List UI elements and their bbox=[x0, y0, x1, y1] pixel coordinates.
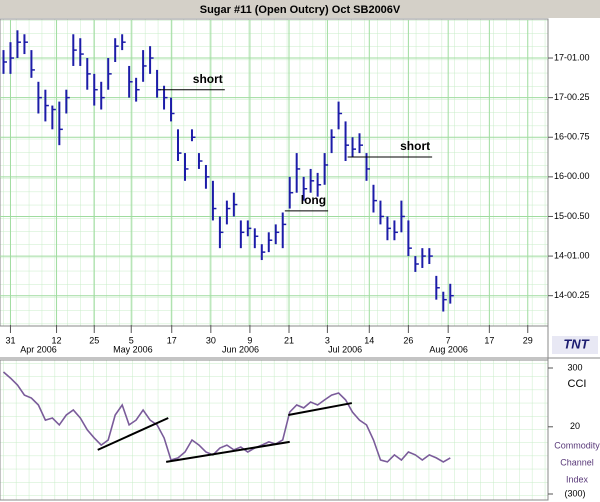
x-tick-label: 14 bbox=[364, 335, 374, 345]
month-label: Aug 2006 bbox=[429, 344, 468, 354]
trendline bbox=[288, 402, 353, 417]
cci-tick-label: 20 bbox=[570, 421, 580, 431]
cci-description: Channel bbox=[560, 457, 594, 467]
y-tick-label: 17-01.00 bbox=[554, 52, 590, 62]
x-tick-label: 30 bbox=[206, 335, 216, 345]
x-tick-label: 5 bbox=[129, 335, 134, 345]
x-tick-label: 29 bbox=[523, 335, 533, 345]
cci-label: CCI bbox=[568, 378, 587, 390]
title-bar bbox=[0, 0, 600, 18]
logo-text: TNT bbox=[563, 336, 589, 351]
chart-title: Sugar #11 (Open Outcry) Oct SB2006V bbox=[200, 4, 401, 16]
trendline bbox=[165, 440, 290, 463]
y-tick-label: 16-00.75 bbox=[554, 132, 590, 142]
trendline bbox=[97, 417, 169, 451]
cci-description: Index bbox=[566, 474, 589, 484]
cci-description: Commodity bbox=[554, 440, 600, 450]
cci-tick-label: (300) bbox=[564, 488, 585, 498]
y-tick-label: 15-00.50 bbox=[554, 211, 590, 221]
y-tick-label: 17-00.25 bbox=[554, 92, 590, 102]
month-label: May 2006 bbox=[113, 344, 153, 354]
x-tick-label: 12 bbox=[52, 335, 62, 345]
annotation-label: long bbox=[301, 193, 326, 207]
price-panel bbox=[0, 18, 549, 327]
x-tick-label: 21 bbox=[284, 335, 294, 345]
x-tick-label: 3 bbox=[325, 335, 330, 345]
x-tick-label: 26 bbox=[403, 335, 413, 345]
x-tick-label: 17 bbox=[484, 335, 494, 345]
y-tick-label: 16-00.00 bbox=[554, 171, 590, 181]
annotation-label: short bbox=[400, 139, 430, 153]
y-tick-label: 14-01.00 bbox=[554, 250, 590, 260]
cci-panel bbox=[0, 359, 549, 501]
y-tick-label: 14-00.25 bbox=[554, 290, 590, 300]
annotation-label: short bbox=[193, 72, 223, 86]
month-label: Jun 2006 bbox=[222, 344, 259, 354]
x-tick-label: 7 bbox=[446, 335, 451, 345]
month-label: Jul 2006 bbox=[328, 344, 362, 354]
cci-line bbox=[2, 371, 451, 463]
cci-tick-label: 300 bbox=[567, 362, 582, 372]
logo: TNT bbox=[552, 336, 598, 354]
x-tick-label: 31 bbox=[5, 335, 15, 345]
x-tick-label: 9 bbox=[247, 335, 252, 345]
logo-box bbox=[552, 336, 598, 354]
month-label: Apr 2006 bbox=[20, 344, 57, 354]
x-tick-label: 25 bbox=[89, 335, 99, 345]
x-tick-label: 17 bbox=[167, 335, 177, 345]
